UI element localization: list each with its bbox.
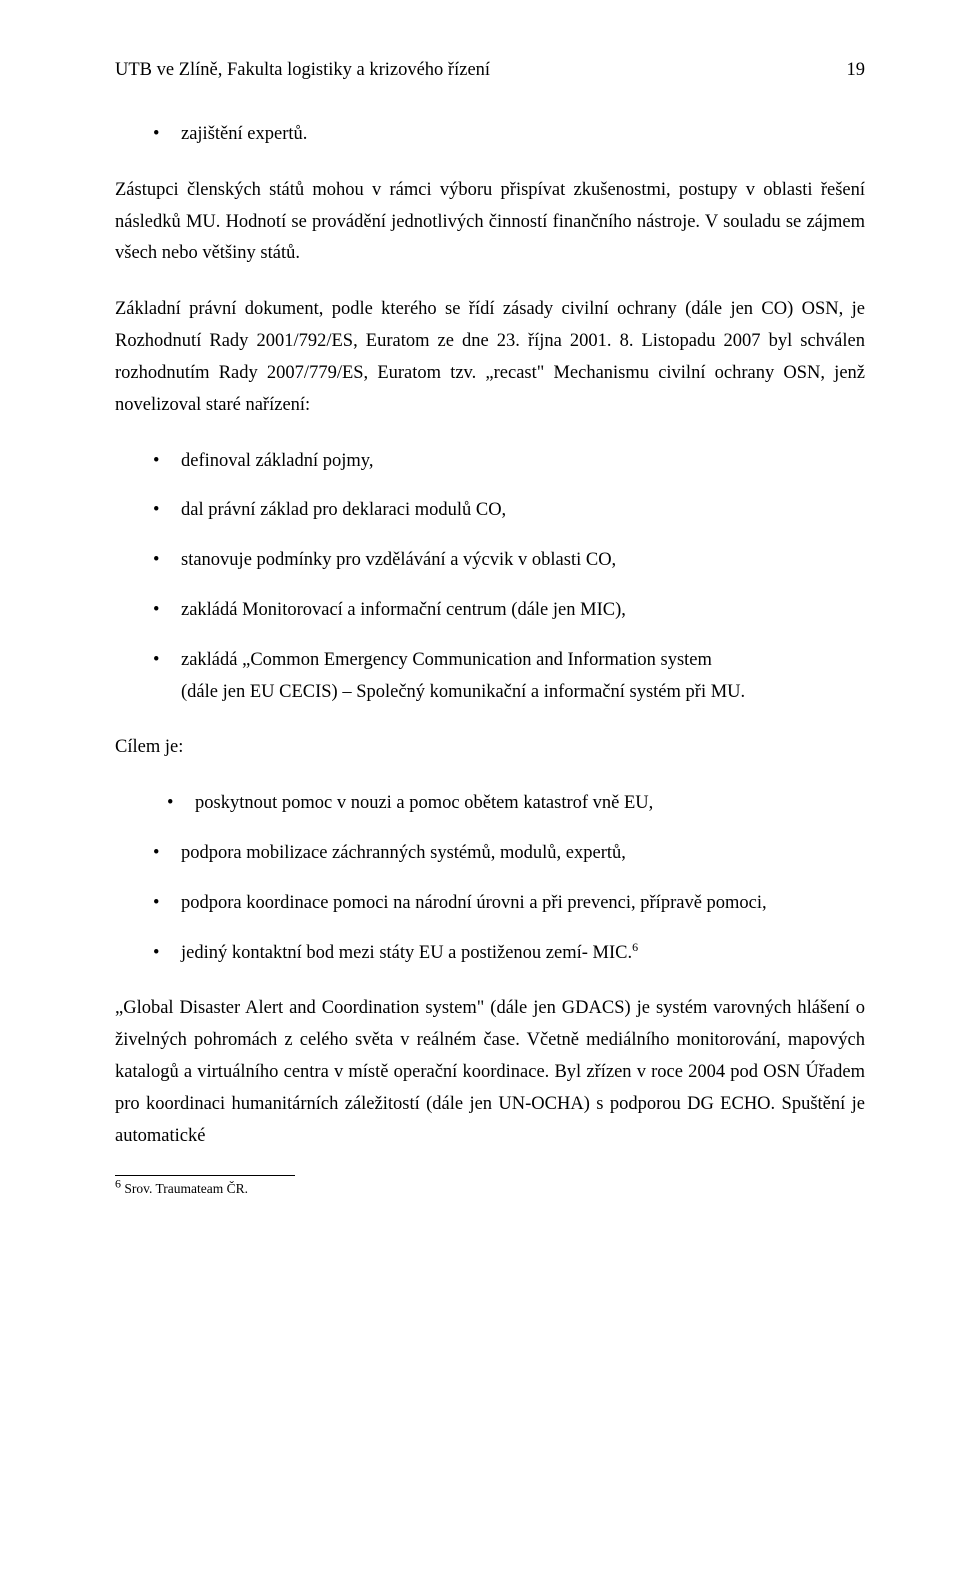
footnote-ref: 6 (632, 939, 638, 953)
recast-list: definoval základní pojmy, dal právní zák… (115, 446, 865, 709)
page: UTB ve Zlíně, Fakulta logistiky a krizov… (0, 0, 960, 1585)
list-item: zajištění expertů. (153, 119, 865, 151)
bullet-text: zajištění expertů. (181, 124, 307, 144)
paragraph: Zástupci členských států mohou v rámci v… (115, 175, 865, 270)
bullet-text: dal právní základ pro deklaraci modulů C… (181, 500, 506, 520)
header-left: UTB ve Zlíně, Fakulta logistiky a krizov… (115, 60, 490, 81)
intro-bullet-list: zajištění expertů. (115, 119, 865, 151)
running-header: UTB ve Zlíně, Fakulta logistiky a krizov… (115, 60, 865, 81)
cilem-list: poskytnout pomoc v nouzi a pomoc obětem … (115, 788, 865, 969)
list-item: poskytnout pomoc v nouzi a pomoc obětem … (167, 788, 865, 820)
footnote-rule (115, 1175, 295, 1176)
list-item: stanovuje podmínky pro vzdělávání a výcv… (153, 545, 865, 577)
header-page-number: 19 (847, 60, 866, 81)
bullet-text: stanovuje podmínky pro vzdělávání a výcv… (181, 550, 616, 570)
bullet-text-line1: zakládá „Common Emergency Communication … (181, 650, 712, 670)
bullet-text: poskytnout pomoc v nouzi a pomoc obětem … (195, 793, 653, 813)
bullet-text: zakládá Monitorovací a informační centru… (181, 600, 626, 620)
cilem-label: Cílem je: (115, 732, 865, 764)
paragraph: „Global Disaster Alert and Coordination … (115, 993, 865, 1152)
footnote: 6 Srov. Traumateam ČR. (115, 1180, 865, 1199)
list-item: zakládá Monitorovací a informační centru… (153, 595, 865, 627)
body: zajištění expertů. Zástupci členských st… (115, 119, 865, 1153)
list-item: jediný kontaktní bod mezi státy EU a pos… (153, 938, 865, 970)
bullet-text: jediný kontaktní bod mezi státy EU a pos… (181, 943, 632, 963)
list-item: podpora koordinace pomoci na národní úro… (153, 888, 865, 920)
list-item: definoval základní pojmy, (153, 446, 865, 478)
bullet-text: podpora koordinace pomoci na národní úro… (181, 893, 767, 913)
paragraph: Základní právní dokument, podle kterého … (115, 294, 865, 421)
list-item: dal právní základ pro deklaraci modulů C… (153, 495, 865, 527)
bullet-text-line2: (dále jen EU CECIS) – Společný komunikač… (181, 677, 865, 709)
bullet-text: podpora mobilizace záchranných systémů, … (181, 843, 626, 863)
footnote-text: Srov. Traumateam ČR. (121, 1181, 248, 1196)
bullet-text: definoval základní pojmy, (181, 451, 373, 471)
list-item: zakládá „Common Emergency Communication … (153, 645, 865, 709)
list-item: podpora mobilizace záchranných systémů, … (153, 838, 865, 870)
